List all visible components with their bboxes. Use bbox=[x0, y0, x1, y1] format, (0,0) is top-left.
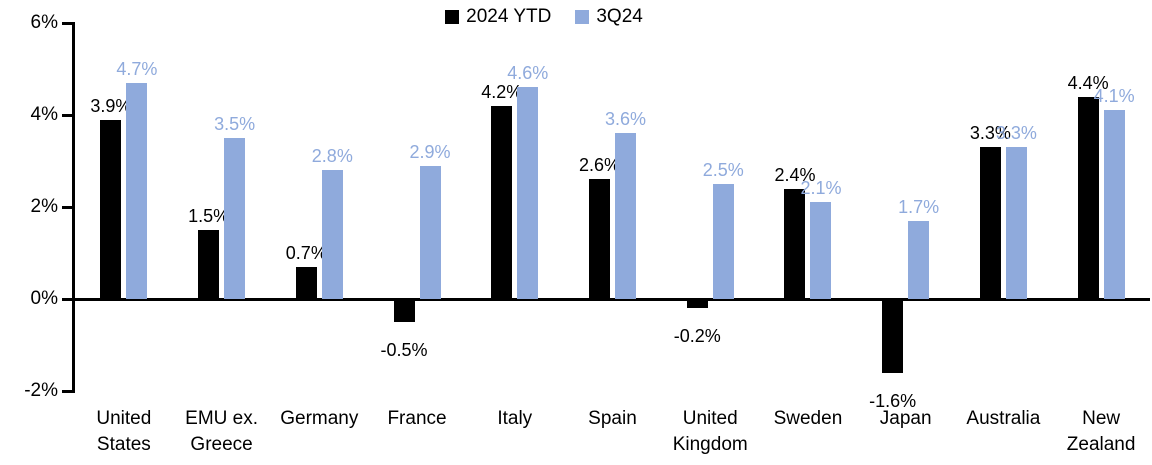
value-label-3q24: 4.7% bbox=[116, 58, 158, 79]
category-label: Australia bbox=[966, 408, 1041, 429]
y-axis-tick-label: 0% bbox=[30, 288, 58, 309]
value-label-3q24: 4.6% bbox=[507, 63, 549, 84]
legend-swatch-3q24 bbox=[575, 10, 590, 24]
category-label: Italy bbox=[497, 408, 533, 429]
bar-2024-ytd bbox=[393, 299, 415, 322]
value-label-2024-ytd: 2.6% bbox=[578, 155, 621, 176]
bar-2024-ytd bbox=[100, 119, 122, 299]
value-label-2024-ytd: 4.2% bbox=[481, 81, 523, 102]
value-label-3q24: 3.5% bbox=[214, 114, 256, 134]
bar-2024-ytd bbox=[295, 266, 317, 299]
bar-2024-ytd bbox=[491, 105, 513, 299]
bar-2024-ytd bbox=[589, 179, 610, 299]
bar-3q24 bbox=[224, 138, 246, 299]
y-axis-tick-label: -2% bbox=[24, 380, 58, 401]
value-label-2024-ytd: -0.5% bbox=[380, 340, 428, 360]
bar-3q24 bbox=[712, 184, 734, 299]
y-axis-tick-label: 6% bbox=[30, 12, 58, 33]
legend-label-3q24: 3Q24 bbox=[596, 6, 643, 27]
y-axis-tick bbox=[62, 298, 75, 301]
bar-3q24 bbox=[810, 202, 832, 299]
legend-item-2024-ytd: 2024 YTD bbox=[445, 6, 551, 28]
value-label-3q24: 1.7% bbox=[898, 196, 940, 217]
bar-3q24 bbox=[321, 170, 343, 299]
value-label-2024-ytd: -0.2% bbox=[673, 326, 721, 347]
bar-3q24 bbox=[126, 82, 148, 299]
value-label-2024-ytd: 3.3% bbox=[969, 123, 1011, 144]
bar-2024-ytd bbox=[784, 188, 806, 299]
y-axis-tick bbox=[62, 206, 75, 209]
category-label: United States bbox=[96, 408, 152, 455]
category-label: EMU ex. Greece bbox=[185, 408, 258, 455]
value-label-2024-ytd: 0.7% bbox=[285, 242, 327, 263]
value-label-2024-ytd: 2.4% bbox=[774, 164, 816, 185]
bar-2024-ytd bbox=[1077, 96, 1099, 299]
category-label: Japan bbox=[879, 408, 932, 429]
legend-swatch-2024-ytd bbox=[445, 10, 460, 24]
y-axis-tick-label: 4% bbox=[30, 104, 58, 125]
legend-label-2024-ytd: 2024 YTD bbox=[466, 6, 552, 27]
bar-3q24 bbox=[419, 165, 441, 299]
zero-baseline bbox=[72, 298, 1150, 301]
category-label: France bbox=[387, 408, 447, 429]
category-label: Germany bbox=[280, 408, 359, 429]
bar-2024-ytd bbox=[686, 299, 708, 309]
y-axis-tick-label: 2% bbox=[30, 196, 58, 217]
bar-3q24 bbox=[1103, 110, 1125, 299]
value-label-3q24: 2.5% bbox=[702, 160, 744, 180]
bar-2024-ytd bbox=[198, 230, 220, 299]
y-axis-tick bbox=[62, 22, 75, 25]
value-label-3q24: 2.9% bbox=[409, 141, 451, 162]
value-label-2024-ytd: 4.4% bbox=[1067, 72, 1109, 93]
value-label-3q24: 3.6% bbox=[604, 109, 647, 130]
value-label-2024-ytd: 1.5% bbox=[188, 206, 230, 226]
category-label: Sweden bbox=[773, 408, 843, 429]
y-axis-tick bbox=[62, 390, 75, 393]
bar-2024-ytd bbox=[979, 147, 1001, 299]
bar-3q24 bbox=[1005, 147, 1027, 299]
value-label-2024-ytd: -1.6% bbox=[869, 390, 917, 411]
category-label: Spain bbox=[588, 408, 637, 429]
bar-3q24 bbox=[615, 133, 636, 299]
value-label-3q24: 3.3% bbox=[995, 123, 1037, 144]
category-label: New Zealand bbox=[1066, 408, 1136, 455]
bar-3q24 bbox=[908, 220, 930, 299]
value-label-3q24: 2.1% bbox=[800, 178, 842, 199]
y-axis-tick bbox=[62, 114, 75, 117]
bar-3q24 bbox=[517, 87, 539, 299]
chart-legend: 2024 YTD 3Q24 bbox=[0, 6, 1120, 28]
value-label-3q24: 2.8% bbox=[311, 146, 353, 167]
value-label-2024-ytd: 3.9% bbox=[90, 95, 132, 116]
category-label: United Kingdom bbox=[672, 408, 748, 455]
legend-item-3q24: 3Q24 bbox=[575, 6, 643, 28]
bar-2024-ytd bbox=[882, 299, 904, 373]
value-label-3q24: 4.1% bbox=[1093, 86, 1135, 107]
